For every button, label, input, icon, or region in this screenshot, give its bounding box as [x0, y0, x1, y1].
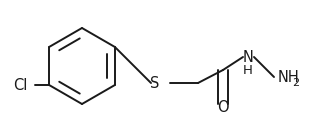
Text: 2: 2	[292, 78, 300, 88]
Text: NH: NH	[278, 70, 300, 84]
Text: S: S	[150, 75, 160, 91]
Text: H: H	[243, 64, 253, 78]
Text: Cl: Cl	[13, 78, 27, 92]
Text: O: O	[217, 100, 229, 116]
Text: N: N	[242, 50, 253, 64]
